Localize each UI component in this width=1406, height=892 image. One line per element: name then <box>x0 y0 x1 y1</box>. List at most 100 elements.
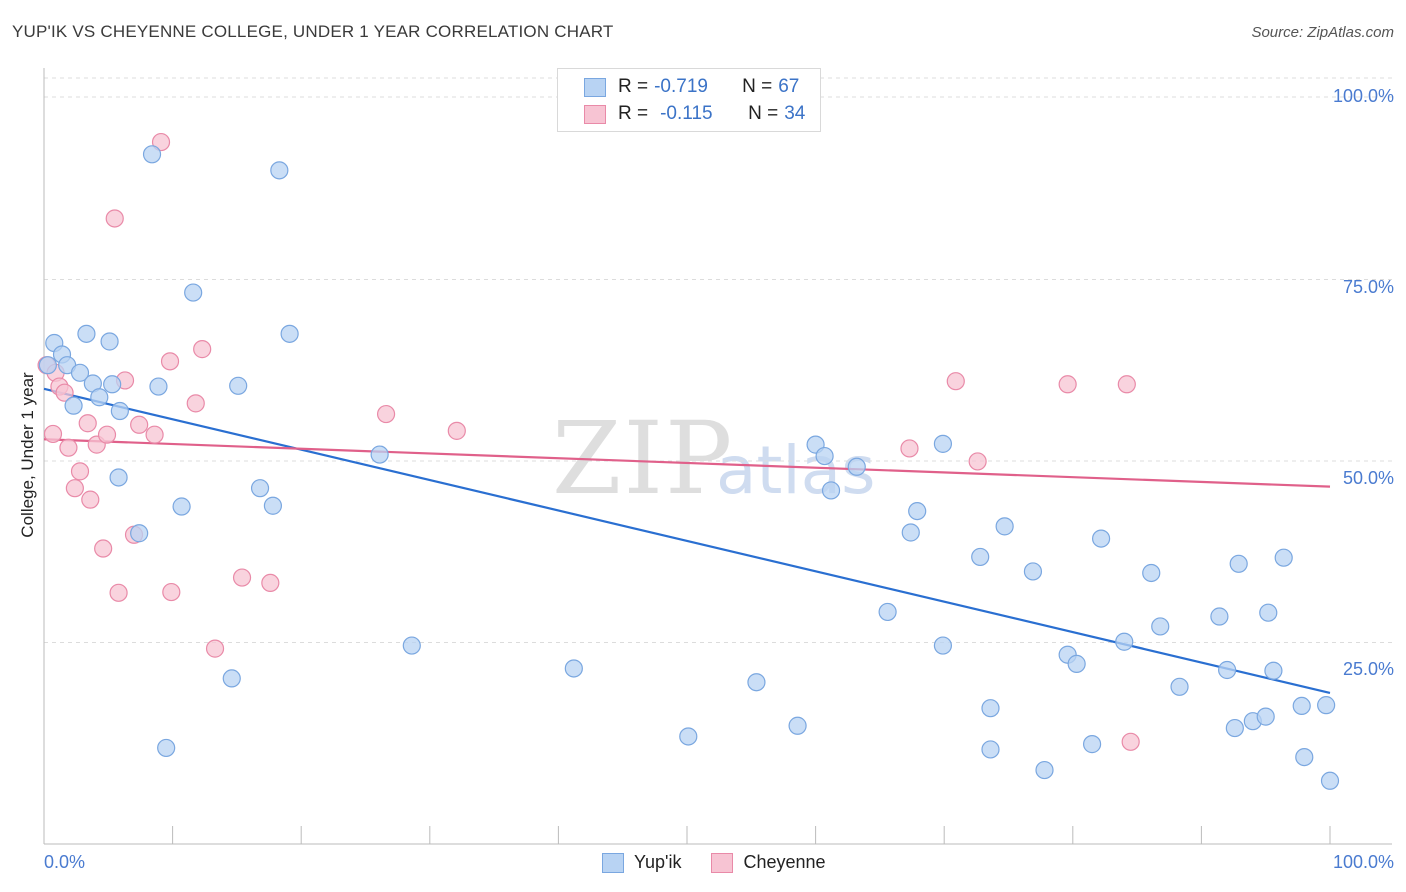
x-tick-label-max: 100.0% <box>1332 852 1394 872</box>
point-yupik <box>370 445 389 464</box>
point-yupik <box>933 636 953 655</box>
point-yupik <box>878 602 897 622</box>
trend-line-yupik <box>43 387 1331 694</box>
point-yupik <box>70 363 90 382</box>
point-yupik <box>679 727 698 746</box>
point-cheyenne <box>151 132 171 152</box>
point-yupik <box>172 497 191 516</box>
legend-r-label: R = <box>618 76 649 97</box>
point-yupik <box>1225 718 1244 738</box>
y-tick-label: 75.0% <box>1342 277 1394 297</box>
legend-n-value: 34 <box>784 103 806 124</box>
point-yupik <box>1210 607 1229 626</box>
point-yupik <box>1317 696 1336 715</box>
point-cheyenne <box>78 414 97 433</box>
point-yupik <box>901 523 920 542</box>
point-yupik <box>1067 654 1086 673</box>
point-yupik <box>1170 677 1189 696</box>
point-yupik <box>142 145 162 164</box>
bottom-legend-item-yupik[interactable]: Yup'ik <box>602 852 681 873</box>
grid-lines <box>44 77 1392 643</box>
point-cheyenne <box>70 462 90 481</box>
point-yupik <box>1292 696 1311 716</box>
point-yupik <box>971 547 990 567</box>
point-yupik <box>1151 617 1170 636</box>
point-yupik <box>821 481 841 500</box>
point-yupik <box>402 636 421 655</box>
bottom-legend-swatch-cheyenne <box>711 852 734 873</box>
legend-n-value: 67 <box>778 76 800 97</box>
point-cheyenne <box>1121 732 1140 751</box>
y-tick-label: 25.0% <box>1342 659 1394 679</box>
axes <box>43 68 1392 845</box>
legend-swatch-cheyenne <box>584 104 606 124</box>
point-cheyenne <box>205 639 225 658</box>
point-cheyenne <box>376 404 396 424</box>
point-cheyenne <box>900 439 919 458</box>
point-cheyenne <box>186 394 205 413</box>
point-yupik <box>263 496 283 515</box>
bottom-legend-item-cheyenne[interactable]: Cheyenne <box>711 852 826 873</box>
legend-r-label: R = <box>618 103 649 124</box>
point-yupik <box>130 524 149 543</box>
point-yupik <box>564 659 583 678</box>
trend-lines <box>43 387 1331 694</box>
point-yupik <box>38 356 57 375</box>
point-yupik <box>981 699 1000 718</box>
point-yupik <box>788 716 807 735</box>
point-yupik <box>100 332 119 351</box>
point-cheyenne <box>81 490 100 509</box>
legend-row-cheyenne: R = -0.115 N = 34 <box>584 101 805 127</box>
legend-row-yupik: R = -0.719 N = 67 <box>584 74 799 100</box>
point-yupik <box>1256 707 1275 726</box>
point-cheyenne <box>447 421 466 440</box>
point-cheyenne <box>94 539 113 558</box>
legend-swatch-yupik <box>584 77 606 97</box>
point-yupik <box>109 468 128 487</box>
point-yupik <box>149 377 168 396</box>
point-yupik <box>1229 554 1248 573</box>
point-cheyenne <box>130 415 149 434</box>
y-axis-title: College, Under 1 year <box>18 372 37 538</box>
point-yupik <box>270 161 289 180</box>
point-cheyenne <box>109 583 128 602</box>
point-cheyenne <box>1058 375 1077 394</box>
point-yupik <box>222 669 241 688</box>
point-cheyenne <box>193 340 212 359</box>
point-yupik <box>1082 735 1102 754</box>
point-yupik <box>933 434 953 453</box>
point-yupik <box>90 388 109 407</box>
bottom-legend-swatch-yupik <box>602 852 624 873</box>
point-yupik <box>1091 529 1111 548</box>
point-yupik <box>184 283 203 302</box>
bottom-legend: Yup'ik Cheyenne <box>602 852 856 873</box>
data-points <box>37 132 1340 790</box>
point-cheyenne <box>1117 375 1136 394</box>
point-yupik <box>1259 603 1278 622</box>
point-yupik <box>1274 548 1293 567</box>
point-yupik <box>280 324 299 343</box>
point-cheyenne <box>160 352 180 371</box>
point-cheyenne <box>97 425 117 444</box>
bottom-legend-label-yupik: Yup'ik <box>634 852 682 872</box>
point-yupik <box>981 740 1000 759</box>
trend-line-cheyenne <box>43 438 1331 488</box>
point-yupik <box>847 457 866 476</box>
point-cheyenne <box>145 425 164 444</box>
point-yupik <box>103 375 122 394</box>
point-yupik <box>1320 771 1340 790</box>
bottom-legend-label-cheyenne: Cheyenne <box>743 852 826 872</box>
y-tick-label: 50.0% <box>1342 468 1394 488</box>
point-cheyenne <box>65 479 84 498</box>
point-yupik <box>995 517 1014 536</box>
point-yupik <box>1295 747 1314 767</box>
y-tick-label: 100.0% <box>1332 86 1394 106</box>
point-yupik <box>1264 661 1283 680</box>
point-yupik <box>1023 562 1043 581</box>
legend-r-value: -0.719 <box>654 76 708 97</box>
point-cheyenne <box>55 383 74 402</box>
legend-r-value: -0.115 <box>660 103 713 124</box>
point-cheyenne <box>232 568 252 587</box>
point-cheyenne <box>946 372 965 391</box>
point-yupik <box>908 501 927 521</box>
